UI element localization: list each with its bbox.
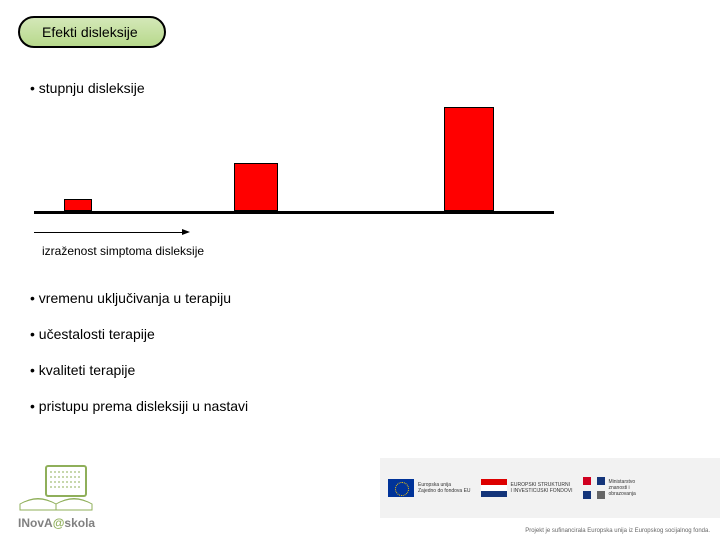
ministry-icon [583, 477, 605, 499]
logo-icon [18, 464, 98, 514]
bar-chart [34, 106, 554, 214]
axis-label: izraženost simptoma disleksije [42, 244, 204, 258]
bullet-1: • stupnju disleksije [30, 80, 145, 96]
eu-block: Europska unija Zajedno do fondova EU [388, 479, 471, 497]
bullet-4-text: kvaliteti terapije [39, 362, 136, 378]
esif-label: EUROPSKI STRUKTURNI I INVESTICIJSKI FOND… [511, 482, 573, 494]
arrow-head-icon [182, 229, 190, 235]
bullet-3: • učestalosti terapije [30, 326, 248, 342]
title-badge: Efekti disleksije [18, 16, 166, 48]
bullet-5-text: pristupu prema disleksiji u nastavi [39, 398, 248, 414]
arrow-line [34, 232, 182, 233]
logo-mid: A [44, 516, 53, 530]
inova-logo: INovA@skola [18, 464, 128, 530]
bullet-5: • pristupu prema disleksiji u nastavi [30, 398, 248, 414]
eu-flag-icon [388, 479, 414, 497]
axis-label-text: izraženost simptoma disleksije [42, 244, 204, 258]
eu-label: Europska unija Zajedno do fondova EU [418, 482, 471, 494]
bullet-2-text: vremenu uključivanja u terapiju [39, 290, 231, 306]
logo-at: @ [53, 516, 65, 530]
bar-3 [444, 107, 494, 211]
ministry-block: Ministarstvo znanosti i obrazovanja [583, 477, 636, 499]
footer-strip: Europska unija Zajedno do fondova EU EUR… [380, 458, 720, 518]
bullet-1-text: stupnju disleksije [39, 80, 145, 96]
bar-2 [234, 163, 278, 211]
hr-block: EUROPSKI STRUKTURNI I INVESTICIJSKI FOND… [481, 479, 573, 497]
logo-text: INovA@skola [18, 516, 128, 530]
bullet-2: • vremenu uključivanja u terapiju [30, 290, 248, 306]
title-text: Efekti disleksije [42, 24, 138, 40]
bullet-4: • kvaliteti terapije [30, 362, 248, 378]
bullet-3-text: učestalosti terapije [39, 326, 155, 342]
bar-1 [64, 199, 92, 211]
hr-flag-icon [481, 479, 507, 497]
ministry-label: Ministarstvo znanosti i obrazovanja [609, 479, 636, 497]
logo-prefix: INov [18, 516, 44, 530]
logo-suffix: skola [64, 516, 95, 530]
bullet-group-bottom: • vremenu uključivanja u terapiju • učes… [30, 290, 248, 434]
chart-axis [34, 211, 554, 214]
funding-line: Projekt je sufinancirala Europska unija … [525, 528, 710, 534]
